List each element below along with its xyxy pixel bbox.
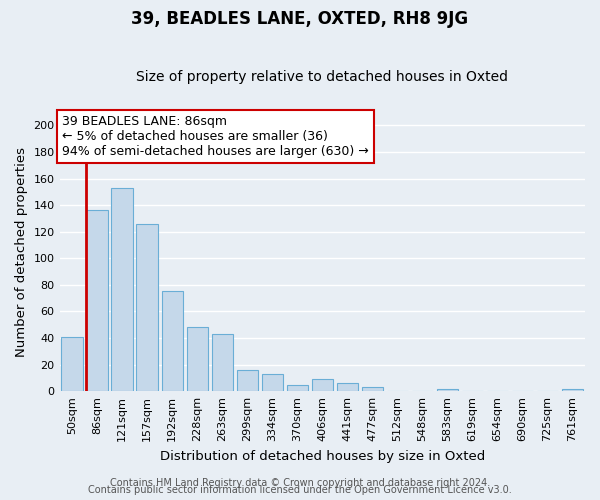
Bar <box>262 374 283 391</box>
Bar <box>437 388 458 391</box>
Bar <box>562 388 583 391</box>
Bar <box>61 336 83 391</box>
Y-axis label: Number of detached properties: Number of detached properties <box>15 146 28 356</box>
Text: Contains public sector information licensed under the Open Government Licence v3: Contains public sector information licen… <box>88 485 512 495</box>
Bar <box>212 334 233 391</box>
Bar <box>187 328 208 391</box>
Bar <box>112 188 133 391</box>
Text: Contains HM Land Registry data © Crown copyright and database right 2024.: Contains HM Land Registry data © Crown c… <box>110 478 490 488</box>
Text: 39 BEADLES LANE: 86sqm
← 5% of detached houses are smaller (36)
94% of semi-deta: 39 BEADLES LANE: 86sqm ← 5% of detached … <box>62 115 369 158</box>
Bar <box>287 384 308 391</box>
Title: Size of property relative to detached houses in Oxted: Size of property relative to detached ho… <box>136 70 508 85</box>
Text: 39, BEADLES LANE, OXTED, RH8 9JG: 39, BEADLES LANE, OXTED, RH8 9JG <box>131 10 469 28</box>
Bar <box>311 379 333 391</box>
Bar <box>236 370 258 391</box>
Bar <box>362 387 383 391</box>
Bar <box>136 224 158 391</box>
Bar <box>161 292 183 391</box>
X-axis label: Distribution of detached houses by size in Oxted: Distribution of detached houses by size … <box>160 450 485 462</box>
Bar <box>337 383 358 391</box>
Bar <box>86 210 108 391</box>
